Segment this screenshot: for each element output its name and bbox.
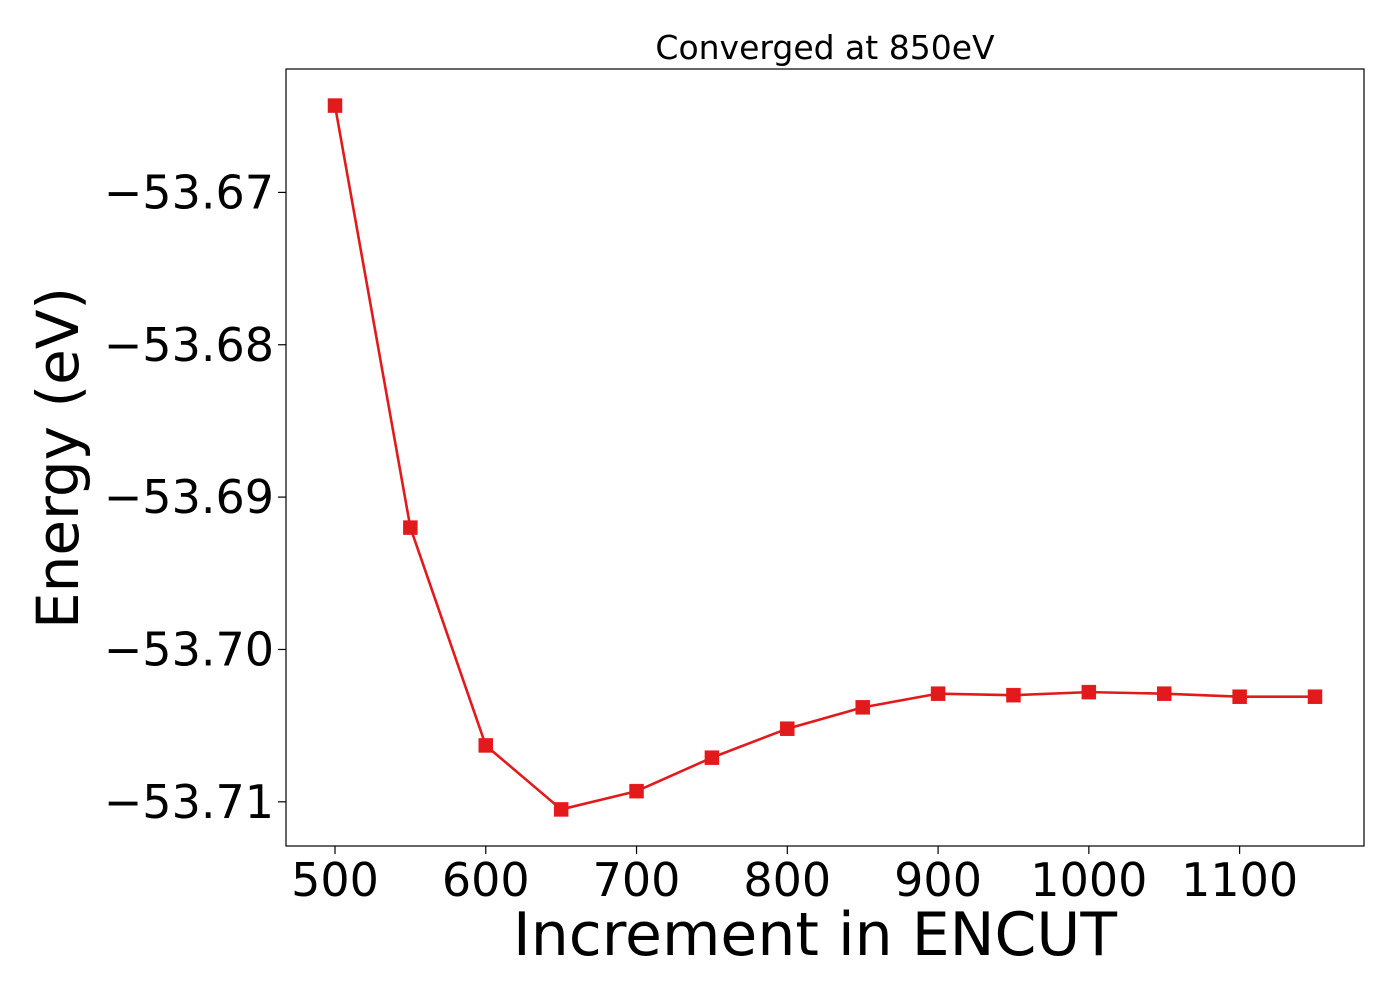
data-point-marker — [403, 520, 418, 535]
chart-title: Converged at 850eV — [655, 28, 995, 67]
data-point-marker — [930, 686, 946, 701]
data-point-marker — [629, 783, 644, 799]
data-point-marker — [780, 721, 795, 736]
y-axis-ticks: −53.67 −53.68 −53.69 −53.70 −53.71 — [104, 165, 286, 829]
x-tick-label: 500 — [291, 853, 379, 907]
x-tick-label: 1100 — [1181, 853, 1298, 907]
series-layer — [327, 98, 1323, 817]
data-point-marker — [553, 802, 569, 817]
x-tick-label: 900 — [894, 853, 982, 907]
x-tick-label: 800 — [743, 853, 831, 907]
x-tick-label: 700 — [593, 853, 681, 907]
x-axis-ticks: 500 600 700 800 900 1000 1100 — [291, 846, 1298, 907]
series-line — [333, 105, 1315, 811]
data-point-marker — [855, 700, 870, 715]
data-point-marker — [704, 750, 720, 765]
y-tick-label: −53.68 — [104, 318, 274, 372]
data-point-marker — [1232, 689, 1247, 704]
y-tick-label: −53.67 — [104, 165, 274, 219]
data-point-marker — [1307, 689, 1323, 704]
y-tick-label: −53.69 — [104, 470, 274, 524]
x-tick-label: 1000 — [1030, 853, 1147, 907]
plot-frame — [285, 68, 1365, 847]
data-point-marker — [327, 98, 343, 113]
y-tick-label: −53.71 — [104, 775, 274, 829]
data-point-marker — [1156, 686, 1172, 701]
plot-area — [286, 69, 1364, 846]
y-axis-label: Energy (eV) — [24, 287, 92, 629]
data-point-marker — [1006, 687, 1021, 703]
y-tick-label: −53.70 — [104, 622, 274, 676]
data-point-marker — [1081, 684, 1097, 700]
x-tick-label: 600 — [442, 853, 530, 907]
x-axis-label: Increment in ENCUT — [513, 900, 1117, 970]
data-point-marker — [478, 738, 494, 753]
